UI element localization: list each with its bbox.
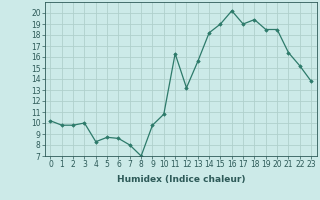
X-axis label: Humidex (Indice chaleur): Humidex (Indice chaleur) <box>116 175 245 184</box>
